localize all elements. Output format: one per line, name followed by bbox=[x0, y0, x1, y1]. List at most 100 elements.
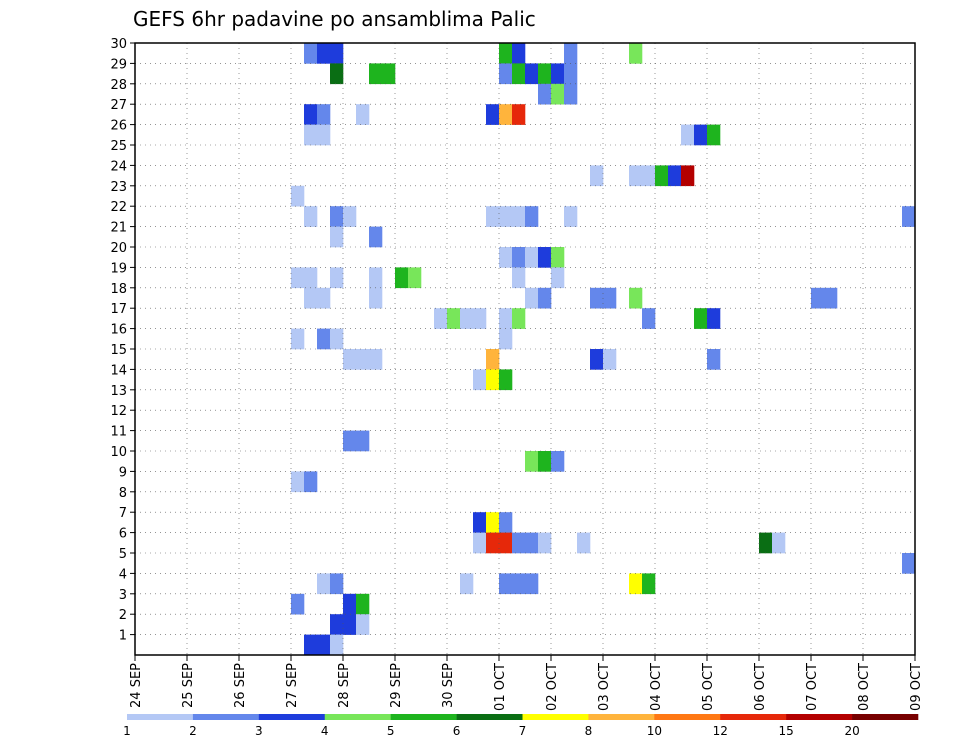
heatmap-cell bbox=[343, 430, 357, 452]
heatmap-cell bbox=[473, 512, 487, 533]
heatmap-cell bbox=[395, 267, 409, 289]
x-tick-label: 25 SEP bbox=[181, 663, 196, 708]
heatmap-cell bbox=[343, 614, 357, 635]
heatmap-cell bbox=[629, 165, 643, 187]
y-tick-label: 24 bbox=[110, 159, 127, 174]
heatmap-cell bbox=[330, 328, 344, 350]
heatmap-cell bbox=[512, 43, 526, 64]
heatmap-cell bbox=[486, 512, 500, 533]
heatmap-cell bbox=[317, 287, 331, 309]
heatmap-cell bbox=[824, 287, 838, 309]
legend-label: 15 bbox=[779, 724, 794, 738]
x-tick-label: 08 OCT bbox=[857, 663, 872, 711]
heatmap-cell bbox=[291, 185, 305, 207]
legend-label: 5 bbox=[387, 724, 395, 738]
heatmap-cell bbox=[642, 308, 656, 329]
heatmap-cell bbox=[525, 532, 539, 554]
legend-swatch bbox=[258, 714, 326, 720]
heatmap-cell bbox=[577, 532, 591, 554]
heatmap-cell bbox=[499, 63, 513, 85]
heatmap-cell bbox=[356, 349, 370, 370]
x-tick-label: 24 SEP bbox=[129, 663, 144, 708]
y-tick-label: 9 bbox=[119, 465, 127, 480]
y-tick-label: 10 bbox=[110, 445, 127, 460]
y-tick-label: 28 bbox=[110, 78, 127, 93]
legend-swatch bbox=[324, 714, 391, 720]
heatmap-cell bbox=[564, 63, 578, 85]
legend-label: 20 bbox=[844, 724, 859, 738]
heatmap-cell bbox=[642, 165, 656, 187]
heatmap-cell bbox=[681, 165, 695, 187]
heatmap-cell bbox=[538, 451, 552, 472]
heatmap-cell bbox=[525, 451, 539, 472]
heatmap-cell bbox=[369, 349, 383, 370]
x-tick-label: 07 OCT bbox=[805, 663, 820, 711]
heatmap-cell bbox=[590, 287, 604, 309]
heatmap-cell bbox=[655, 165, 669, 187]
heatmap-cell bbox=[499, 369, 513, 391]
heatmap-cell bbox=[486, 349, 500, 370]
x-tick-label: 29 SEP bbox=[389, 663, 404, 708]
heatmap-cell bbox=[499, 247, 513, 268]
y-tick-label: 2 bbox=[119, 608, 127, 623]
heatmap-cell bbox=[486, 532, 500, 554]
y-tick-label: 6 bbox=[119, 527, 127, 542]
heatmap-cell bbox=[486, 206, 500, 227]
heatmap-cell bbox=[486, 104, 500, 125]
x-tick-label: 30 SEP bbox=[441, 663, 456, 708]
heatmap-cell bbox=[551, 83, 565, 105]
heatmap-cell bbox=[304, 267, 318, 289]
heatmap-cell bbox=[707, 308, 721, 329]
heatmap-cell bbox=[564, 83, 578, 105]
legend-swatch bbox=[852, 714, 919, 720]
heatmap-cell bbox=[564, 206, 578, 227]
heatmap-cell bbox=[369, 63, 383, 85]
heatmap-cell bbox=[304, 471, 318, 493]
y-tick-label: 3 bbox=[119, 588, 127, 603]
heatmap-cell bbox=[304, 634, 318, 656]
heatmap-cell bbox=[512, 104, 526, 125]
heatmap-cell bbox=[291, 593, 305, 615]
y-tick-label: 29 bbox=[110, 57, 127, 72]
y-tick-label: 25 bbox=[110, 139, 127, 154]
heatmap-cell bbox=[317, 573, 331, 595]
heatmap-cell bbox=[499, 308, 513, 329]
heatmap-cell bbox=[356, 104, 370, 125]
heatmap-cell bbox=[317, 328, 331, 350]
heatmap-cell bbox=[525, 247, 539, 268]
heatmap-cell bbox=[356, 614, 370, 635]
heatmap-cell bbox=[291, 267, 305, 289]
legend-label: 4 bbox=[321, 724, 329, 738]
heatmap-cell bbox=[460, 308, 474, 329]
heatmap-cell bbox=[525, 206, 539, 227]
heatmap-cell bbox=[759, 532, 773, 554]
heatmap-cell bbox=[356, 430, 370, 452]
heatmap-cell bbox=[551, 451, 565, 472]
heatmap-cell bbox=[551, 247, 565, 268]
y-tick-label: 27 bbox=[110, 98, 127, 113]
heatmap-cell bbox=[538, 63, 552, 85]
y-tick-label: 14 bbox=[110, 363, 127, 378]
heatmap-cells bbox=[291, 43, 916, 656]
legend: 1 2 3 4 5 6 7 8 10 12 15 20 bbox=[123, 714, 919, 738]
heatmap-cell bbox=[369, 287, 383, 309]
heatmap-cell bbox=[551, 267, 565, 289]
legend-swatch bbox=[192, 714, 260, 720]
legend-swatch bbox=[127, 714, 194, 720]
heatmap-cell bbox=[408, 267, 422, 289]
heatmap-cell bbox=[343, 206, 357, 227]
heatmap-cell bbox=[330, 267, 344, 289]
heatmap-cell bbox=[590, 349, 604, 370]
heatmap-cell bbox=[304, 43, 318, 64]
heatmap-cell bbox=[486, 369, 500, 391]
y-tick-label: 4 bbox=[119, 567, 127, 582]
legend-label: 2 bbox=[189, 724, 197, 738]
legend-swatch bbox=[456, 714, 523, 720]
chart-title: GEFS 6hr padavine po ansamblima Palic bbox=[133, 7, 536, 31]
y-tick-label: 13 bbox=[110, 384, 127, 399]
heatmap-cell bbox=[707, 124, 721, 146]
legend-label: 3 bbox=[255, 724, 263, 738]
heatmap-cell bbox=[460, 573, 474, 595]
y-tick-label: 17 bbox=[110, 302, 127, 317]
y-tick-label: 16 bbox=[110, 323, 127, 338]
